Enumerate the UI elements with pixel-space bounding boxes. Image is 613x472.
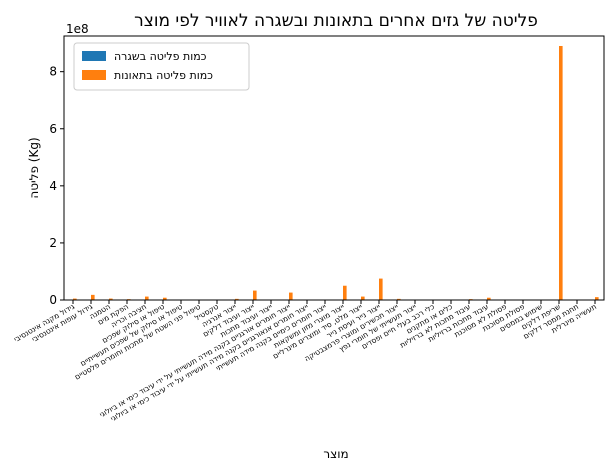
y-tick-label: 6 xyxy=(49,122,57,136)
legend: כמות פליטה בשגרה כמות פליטה בתאונות xyxy=(73,42,250,91)
y-scale-label: 1e8 xyxy=(66,22,89,36)
bar xyxy=(235,298,239,300)
bar xyxy=(595,297,599,300)
y-tick-label: 0 xyxy=(49,293,57,307)
plot-frame xyxy=(63,35,605,301)
bar xyxy=(253,290,257,300)
bar xyxy=(289,292,293,300)
bar xyxy=(361,296,365,300)
legend-label: כמות פליטה בתאונות xyxy=(114,69,213,82)
legend-swatch xyxy=(82,70,106,80)
bar xyxy=(91,294,95,300)
bar xyxy=(145,296,149,300)
legend-box xyxy=(73,42,250,91)
bar xyxy=(379,278,383,300)
chart-title: פליטה של גזים אחרים בתאונות ובשגרה לאווי… xyxy=(134,11,538,31)
bar xyxy=(163,297,167,300)
bar xyxy=(397,298,401,300)
bar xyxy=(109,298,113,300)
y-tick-label: 2 xyxy=(49,236,57,250)
x-axis-label: מוצר xyxy=(323,447,348,461)
legend-label: כמות פליטה בשגרה xyxy=(114,50,207,63)
bar xyxy=(73,298,77,300)
bar xyxy=(487,297,491,300)
legend-swatch xyxy=(82,51,106,61)
y-tick-label: 8 xyxy=(49,65,57,79)
bar xyxy=(343,285,347,300)
bar xyxy=(559,45,563,300)
y-axis-label: פליטה (Kg) xyxy=(27,137,41,198)
y-tick-label: 4 xyxy=(49,179,57,193)
